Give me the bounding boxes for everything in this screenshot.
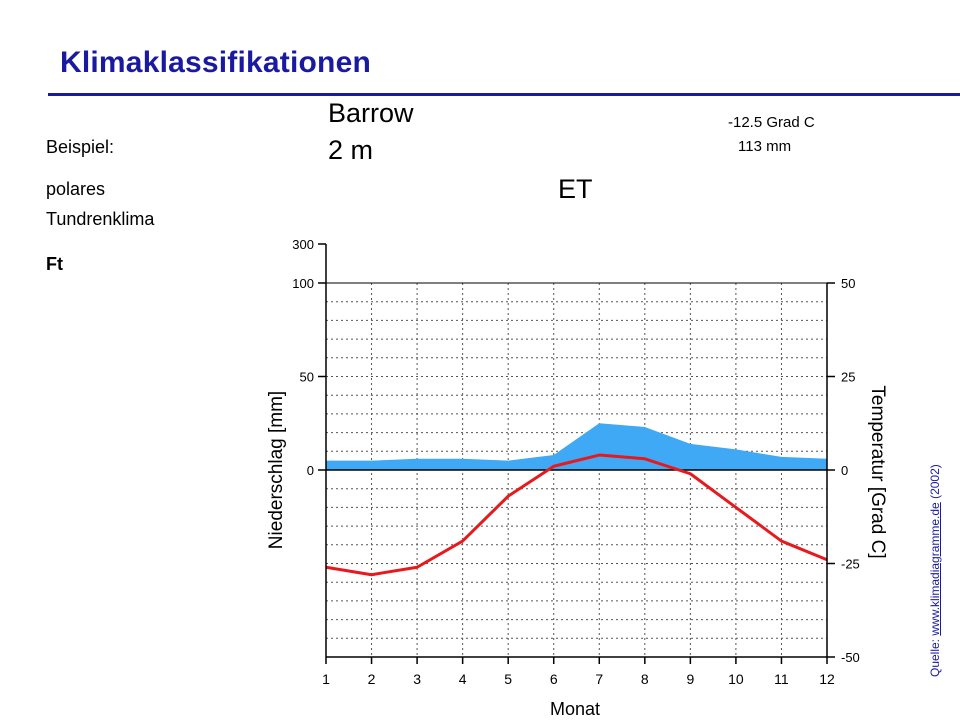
x-tick-label: 1 — [322, 671, 330, 687]
left-tick-label: 100 — [292, 276, 314, 291]
right-tick-label: -50 — [841, 650, 860, 665]
station-name: Barrow — [328, 98, 414, 128]
precipitation-area — [326, 423, 827, 470]
climate-code: Ft — [46, 254, 63, 274]
source-suffix: (2002) — [928, 464, 942, 503]
source-prefix: Quelle: — [928, 635, 942, 677]
climate-type-line1: polares — [46, 179, 106, 199]
source-link[interactable]: www.klimadiagramme.de — [928, 502, 942, 636]
left-axis-label: Niederschlag [mm] — [266, 391, 287, 549]
left-tick-label: 300 — [292, 237, 314, 252]
right-tick-label: 25 — [841, 370, 855, 385]
source-citation: Quelle: www.klimadiagramme.de (2002) — [928, 464, 942, 677]
right-tick-label: -25 — [841, 557, 860, 572]
x-tick-label: 6 — [550, 671, 558, 687]
x-tick-label: 10 — [728, 671, 744, 687]
mean-temperature-label: -12.5 Grad C — [728, 114, 815, 131]
x-tick-label: 12 — [819, 671, 835, 687]
right-axis-label: Temperatur [Grad C] — [867, 385, 888, 558]
right-tick-label: 0 — [841, 463, 848, 478]
x-tick-label: 8 — [641, 671, 649, 687]
x-tick-label: 4 — [459, 671, 467, 687]
annual-precipitation-label: 113 mm — [738, 138, 791, 155]
title-divider — [48, 93, 960, 96]
left-tick-label: 50 — [300, 370, 314, 385]
slide-title: Klimaklassifikationen — [60, 46, 371, 79]
left-tick-label: 0 — [307, 463, 314, 478]
x-tick-label: 11 — [774, 671, 789, 687]
x-tick-label: 7 — [595, 671, 603, 687]
x-tick-label: 3 — [413, 671, 421, 687]
x-tick-label: 9 — [686, 671, 694, 687]
right-tick-label: 50 — [841, 276, 855, 291]
station-elevation: 2 m — [328, 135, 373, 165]
climate-class-label: ET — [558, 174, 593, 204]
x-axis-label: Monat — [550, 699, 600, 719]
x-tick-label: 2 — [368, 671, 376, 687]
example-label: Beispiel: — [46, 137, 115, 157]
climate-type-line2: Tundrenklima — [46, 209, 155, 229]
temperature-line — [325, 453, 828, 577]
x-tick-label: 5 — [504, 671, 512, 687]
